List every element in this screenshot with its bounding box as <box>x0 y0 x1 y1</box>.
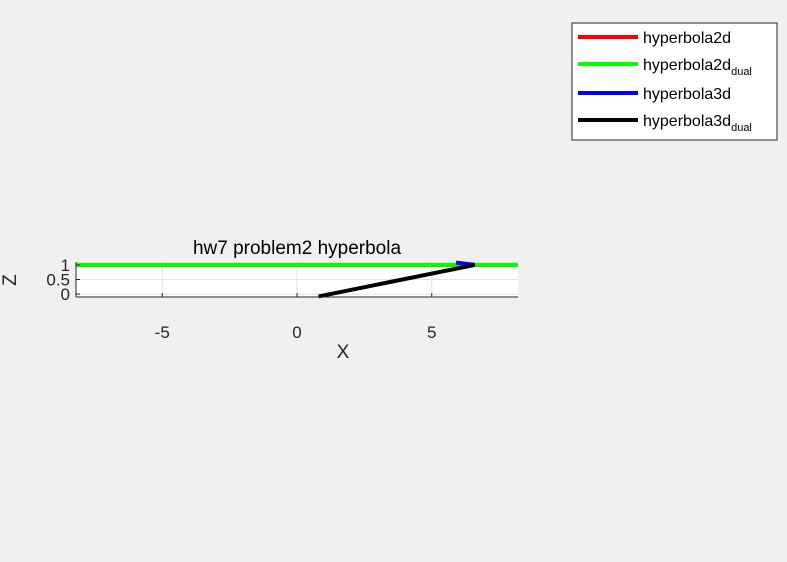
legend-label-0: hyperbola2d <box>643 30 731 47</box>
legend-label-1: hyperbola2ddual <box>643 57 752 78</box>
legend-entries: hyperbola2d hyperbola2ddual hyperbola3d hyp… <box>578 30 752 134</box>
legend: hyperbola2d hyperbola2ddual hyperbola3d hyp… <box>571 22 778 141</box>
x-tick-label: 0 <box>292 323 301 342</box>
y-tick-label: 1 <box>61 256 70 275</box>
legend-label-sub-1: dual <box>731 66 752 78</box>
chart-title: hw7 problem2 hyperbola <box>193 238 402 259</box>
x-tick-label: 5 <box>427 323 436 342</box>
y-axis-label: Z <box>0 274 21 286</box>
legend-label-3: hyperbola3ddual <box>643 113 752 134</box>
y-ticks: 00.51 <box>46 256 80 304</box>
series-lines <box>76 260 518 299</box>
x-axis-label: X <box>337 342 350 363</box>
x-tick-label: -5 <box>155 323 170 342</box>
series-line-3 <box>318 262 476 299</box>
legend-label-2: hyperbola3d <box>643 86 731 103</box>
y-tick-label: 0 <box>61 285 70 304</box>
y-tick-label: 0.5 <box>46 271 70 290</box>
legend-label-sub-3: dual <box>731 122 752 134</box>
x-ticks: -5 0 5 <box>155 293 436 342</box>
